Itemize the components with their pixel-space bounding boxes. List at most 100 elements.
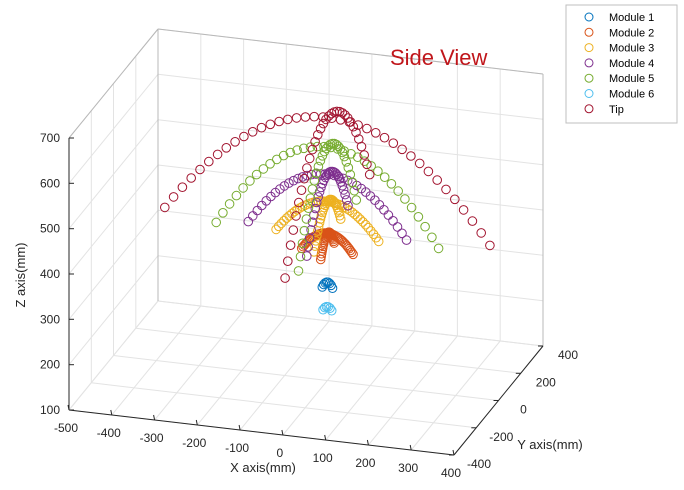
module-3-point [352,212,363,222]
tip-point [309,111,320,122]
module-3-point [350,209,360,220]
grid-line [68,73,159,184]
x-tick-mark [452,449,455,456]
module-5-point [297,238,308,249]
module-3-point [355,214,366,225]
tip-point [370,128,381,138]
y-tick-label: 200 [536,375,556,389]
tip-point [283,256,293,267]
tip-point [467,216,478,226]
x-tick-label: -400 [97,426,121,440]
tip-point [450,194,460,205]
module-5-point [211,217,221,228]
x-axis-line [68,409,455,456]
z-tick-label: 500 [40,222,60,236]
tip-point [221,143,232,153]
tip-point [285,240,296,250]
module-4-point [252,205,263,216]
module-4-point [307,217,318,227]
box-edge [157,28,544,75]
tip-point [406,151,416,161]
tip-point [356,141,367,152]
z-tick-label: 700 [40,131,60,145]
grid-line [68,209,159,320]
x-tick-label: 400 [441,466,461,480]
z-axis-label: Z axis(mm) [13,243,28,308]
tip-point [307,144,318,155]
z-tick-label: 600 [40,176,60,190]
tip-point [247,127,258,137]
legend-marker [584,12,594,22]
module-3-point [335,214,346,224]
module-4-point [248,211,258,221]
tip-point [432,175,443,185]
module-2-point [348,249,358,260]
x-tick-mark [67,404,70,411]
tip-point [304,153,315,164]
module-4-point [306,225,316,235]
module-5-point [258,164,269,174]
z-tick-label: 100 [40,403,60,417]
legend-entry: Module 4 [609,58,654,70]
module-3-point [360,219,371,230]
module-5-point [345,169,356,180]
tip-point [291,113,302,123]
grid-line [157,73,544,120]
module-3-point [363,222,374,233]
module-5-point [413,212,424,222]
x-tick-mark [281,429,284,436]
tip-point [256,122,267,133]
z-tick-label: 400 [40,267,60,281]
module-3-point [271,224,281,235]
axes [67,28,544,456]
y-tick-label: -400 [467,457,491,471]
legend-marker [584,43,594,53]
module-4-point [337,180,348,191]
legend-marker [584,73,594,83]
data-points [160,106,495,316]
module-5-point [301,214,312,224]
module-6-point [325,303,335,314]
tip-point [458,205,469,215]
module-5-point [311,168,322,178]
module-1-point [318,279,329,290]
module-4-point [288,175,299,186]
y-tick-label: 400 [558,348,578,362]
module-5-point [393,186,404,196]
module-2-point [346,247,357,258]
y-tick-label: -200 [489,430,513,444]
tip-point [177,182,188,192]
module-5-point [343,162,354,173]
module-5-point [285,147,296,158]
grid-line [91,382,477,429]
tip-point [340,110,350,120]
module-5-point [315,155,326,166]
module-5-point [420,221,430,232]
legend-entry: Module 1 [609,12,654,24]
x-tick-mark [195,419,198,426]
module-4-point [331,169,342,180]
module-4-point [379,205,389,215]
module-5-point [337,147,348,158]
module-3-point [358,217,368,227]
tip-point [291,211,301,221]
grid-line [157,119,544,166]
tip-point [300,112,311,122]
legend-marker [584,58,594,68]
module-3-point [276,218,287,229]
x-tick-mark [366,439,369,446]
x-tick-label: -500 [54,421,78,435]
tip-point [332,106,342,117]
tip-point [239,131,249,142]
tip-point [337,108,348,118]
module-5-point [359,156,370,166]
tip-point [186,173,196,183]
module-4-point [392,222,403,232]
module-4-point [257,200,267,211]
tip-point [397,144,407,155]
tip-point [204,156,214,167]
legend-entry: Module 5 [609,73,654,85]
tip-point [299,173,310,184]
tip-point [485,240,495,251]
